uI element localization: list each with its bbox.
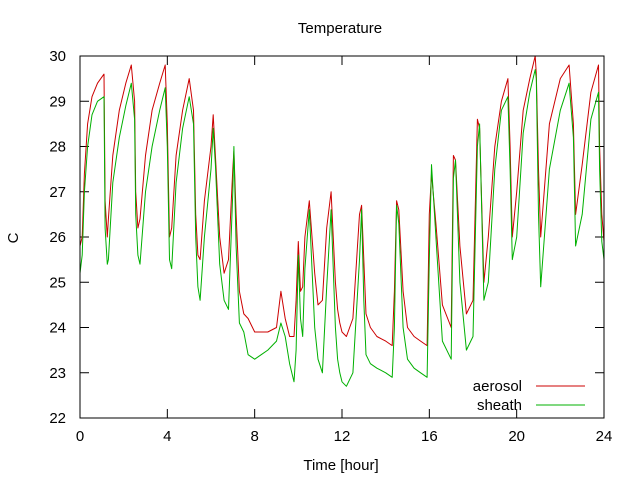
x-tick-label: 8 [250, 428, 258, 445]
x-tick-label: 20 [508, 428, 525, 445]
x-tick-label: 12 [334, 428, 351, 445]
series-lines [79, 55, 605, 387]
x-axis-label: Time [hour] [303, 457, 378, 474]
series-line-aerosol [79, 55, 605, 347]
series-line-sheath [79, 69, 605, 387]
x-tick-label: 0 [76, 428, 84, 445]
legend: aerosol sheath [473, 378, 585, 414]
chart-title: Temperature [298, 20, 382, 37]
y-tick-label: 23 [49, 365, 66, 382]
y-tick-label: 27 [49, 184, 66, 201]
plot-frame [79, 55, 605, 419]
x-tick-label: 16 [421, 428, 438, 445]
y-tick-label: 30 [49, 48, 66, 65]
y-tick-label: 29 [49, 93, 66, 110]
y-tick-label: 25 [49, 274, 66, 291]
y-axis-label: C [5, 232, 22, 243]
y-tick-label: 22 [49, 410, 66, 427]
y-tick-label: 26 [49, 229, 66, 246]
legend-label-aerosol: aerosol [473, 378, 522, 395]
x-tick-label: 4 [163, 428, 171, 445]
y-tick-label: 24 [49, 320, 66, 337]
legend-label-sheath: sheath [477, 397, 522, 414]
x-tick-label: 24 [596, 428, 613, 445]
y-tick-label: 28 [49, 139, 66, 156]
